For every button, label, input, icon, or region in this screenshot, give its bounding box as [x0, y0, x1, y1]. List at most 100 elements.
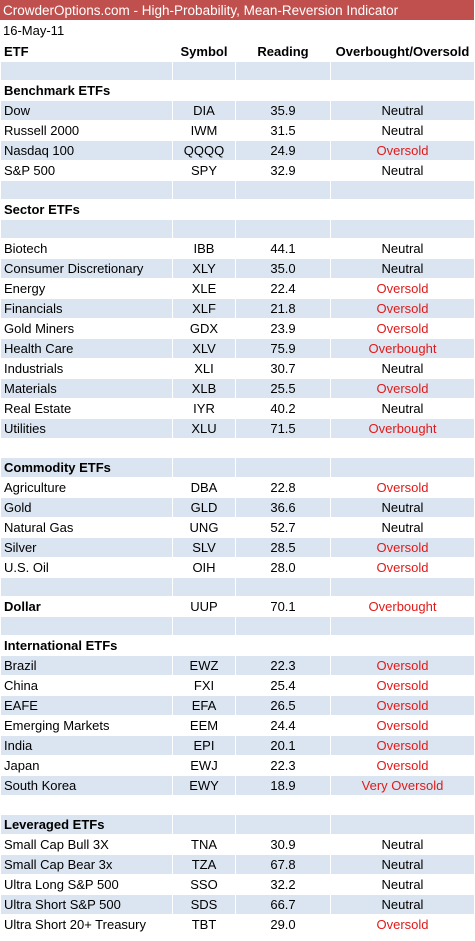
- empty-cell: [172, 616, 236, 636]
- etf-name: Dow: [0, 100, 173, 121]
- etf-symbol: EFA: [172, 695, 236, 716]
- blank-row: [0, 61, 475, 81]
- empty-cell: [0, 438, 173, 458]
- empty-cell: [235, 577, 331, 597]
- empty-cell: [0, 61, 173, 81]
- empty-cell: [0, 795, 173, 815]
- etf-symbol: IYR: [172, 398, 236, 419]
- etf-reading: 35.9: [235, 100, 331, 121]
- etf-reading: 31.5: [235, 120, 331, 141]
- etf-symbol: IWM: [172, 120, 236, 141]
- etf-status: Neutral: [330, 398, 475, 419]
- etf-name: Russell 2000: [0, 120, 173, 141]
- empty-cell: [235, 80, 331, 101]
- etf-name: Silver: [0, 537, 173, 558]
- section-header-row: Sector ETFs: [0, 199, 475, 220]
- etf-name: Japan: [0, 755, 173, 776]
- section-label: Sector ETFs: [0, 199, 173, 220]
- empty-cell: [172, 199, 236, 220]
- section-header-row: International ETFs: [0, 635, 475, 656]
- empty-cell: [172, 61, 236, 81]
- etf-row: Emerging Markets EEM 24.4 Oversold: [0, 715, 475, 736]
- etf-symbol: SDS: [172, 894, 236, 915]
- etf-name: Industrials: [0, 358, 173, 379]
- empty-cell: [235, 635, 331, 656]
- etf-name: Ultra Short 20+ Treasury: [0, 914, 173, 935]
- etf-reading: 23.9: [235, 318, 331, 339]
- etf-status: Neutral: [330, 497, 475, 518]
- empty-cell: [0, 219, 173, 239]
- etf-row: Agriculture DBA 22.8 Oversold: [0, 477, 475, 498]
- etf-symbol: SSO: [172, 874, 236, 895]
- etf-name: U.S. Oil: [0, 557, 173, 578]
- empty-cell: [172, 795, 236, 815]
- etf-status: Neutral: [330, 894, 475, 915]
- etf-symbol: XLE: [172, 278, 236, 299]
- empty-cell: [0, 180, 173, 200]
- section-header-row: Benchmark ETFs: [0, 80, 475, 101]
- etf-reading: 25.5: [235, 378, 331, 399]
- empty-cell: [172, 814, 236, 835]
- empty-cell: [330, 635, 475, 656]
- section-header-row: Leveraged ETFs: [0, 814, 475, 835]
- etf-symbol: GDX: [172, 318, 236, 339]
- etf-name: Consumer Discretionary: [0, 258, 173, 279]
- empty-cell: [330, 80, 475, 101]
- etf-reading: 24.4: [235, 715, 331, 736]
- etf-name: S&P 500: [0, 160, 173, 181]
- etf-row: Biotech IBB 44.1 Neutral: [0, 238, 475, 259]
- etf-status: Oversold: [330, 318, 475, 339]
- sheet-title: CrowderOptions.com - High-Probability, M…: [0, 0, 474, 21]
- etf-name: Utilities: [0, 418, 173, 439]
- etf-name: China: [0, 675, 173, 696]
- etf-row: S&P 500 SPY 32.9 Neutral: [0, 160, 475, 181]
- etf-name: Ultra Long S&P 500: [0, 874, 173, 895]
- section-label: International ETFs: [0, 635, 173, 656]
- etf-symbol: EWJ: [172, 755, 236, 776]
- etf-symbol: EEM: [172, 715, 236, 736]
- empty-cell: [330, 795, 475, 815]
- etf-status: Oversold: [330, 655, 475, 676]
- etf-reading: 26.5: [235, 695, 331, 716]
- etf-status: Overbought: [330, 418, 475, 439]
- etf-name: Gold Miners: [0, 318, 173, 339]
- etf-reading: 40.2: [235, 398, 331, 419]
- etf-reading: 66.7: [235, 894, 331, 915]
- etf-reading: 22.8: [235, 477, 331, 498]
- etf-reading: 22.3: [235, 655, 331, 676]
- indicator-table: ETF Symbol Reading Overbought/Oversold B…: [0, 41, 475, 935]
- etf-symbol: XLY: [172, 258, 236, 279]
- etf-name: South Korea: [0, 775, 173, 796]
- etf-status: Oversold: [330, 537, 475, 558]
- etf-symbol: OIH: [172, 557, 236, 578]
- empty-cell: [172, 438, 236, 458]
- report-date: 16-May-11: [0, 21, 474, 41]
- empty-cell: [235, 814, 331, 835]
- etf-name: Small Cap Bull 3X: [0, 834, 173, 855]
- etf-status: Overbought: [330, 338, 475, 359]
- section-header-row: Commodity ETFs: [0, 457, 475, 478]
- etf-row: Gold Miners GDX 23.9 Oversold: [0, 318, 475, 339]
- etf-name: Nasdaq 100: [0, 140, 173, 161]
- empty-cell: [0, 577, 173, 597]
- header-status: Overbought/Oversold: [330, 41, 475, 62]
- etf-reading: 75.9: [235, 338, 331, 359]
- etf-status: Oversold: [330, 477, 475, 498]
- etf-name: Ultra Short S&P 500: [0, 894, 173, 915]
- etf-reading: 67.8: [235, 854, 331, 875]
- empty-cell: [235, 438, 331, 458]
- etf-reading: 24.9: [235, 140, 331, 161]
- etf-row: Russell 2000 IWM 31.5 Neutral: [0, 120, 475, 141]
- etf-reading: 44.1: [235, 238, 331, 259]
- etf-symbol: UUP: [172, 596, 236, 617]
- etf-row: Consumer Discretionary XLY 35.0 Neutral: [0, 258, 475, 279]
- empty-cell: [330, 438, 475, 458]
- empty-cell: [330, 814, 475, 835]
- section-label: Benchmark ETFs: [0, 80, 173, 101]
- etf-reading: 22.4: [235, 278, 331, 299]
- empty-cell: [235, 61, 331, 81]
- etf-reading: 29.0: [235, 914, 331, 935]
- empty-cell: [330, 180, 475, 200]
- etf-row: Dollar UUP 70.1 Overbought: [0, 596, 475, 617]
- etf-name: Gold: [0, 497, 173, 518]
